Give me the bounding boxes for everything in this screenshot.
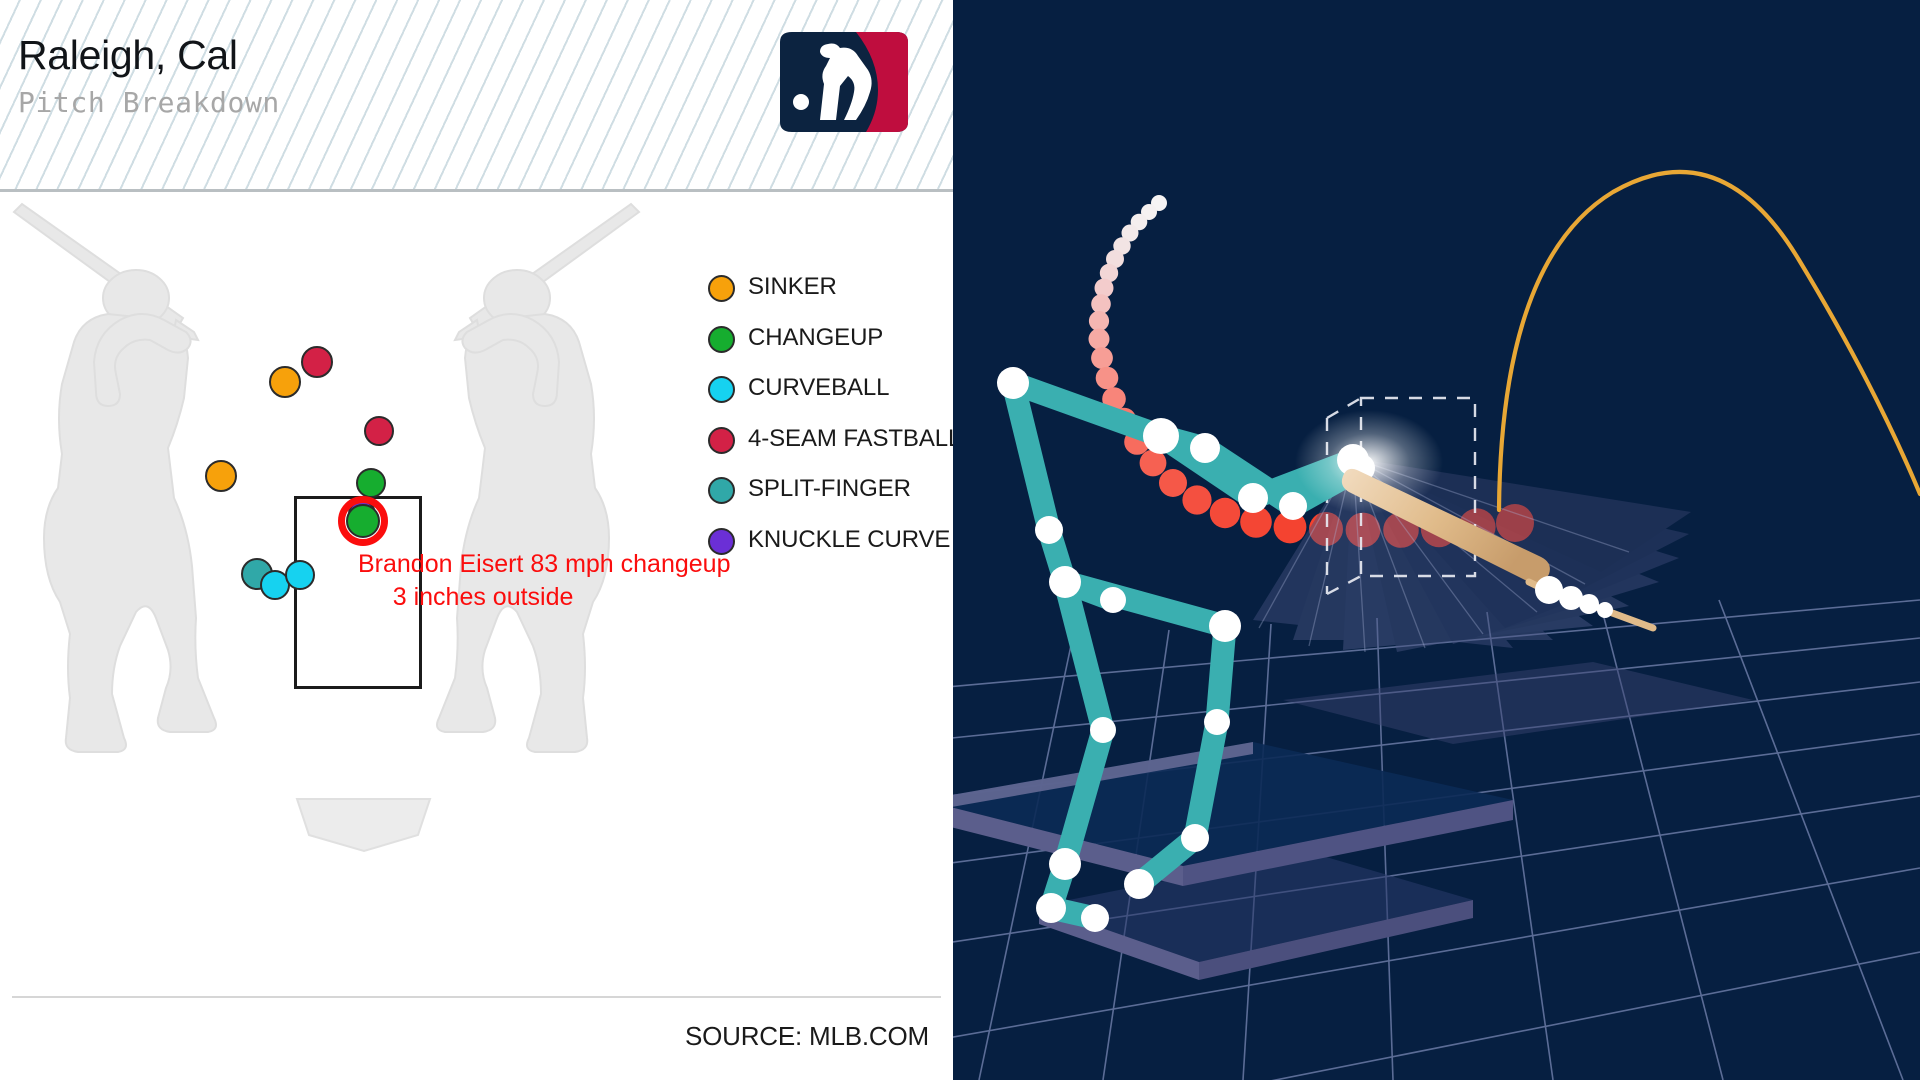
legend-label-split-finger: SPLIT-FINGER — [748, 475, 911, 502]
header-divider — [0, 189, 953, 192]
highlighted-pitch-ring — [338, 496, 388, 546]
batter-silhouette-left — [12, 202, 217, 753]
pitch-marker-sinker-1[interactable] — [269, 366, 301, 398]
header-banner: Raleigh, Cal Pitch Breakdown — [0, 0, 953, 191]
source-label: SOURCE: MLB.COM — [684, 1021, 929, 1051]
batter-silhouette-right — [436, 202, 641, 753]
page-title: Raleigh, Cal — [18, 32, 238, 78]
footer-divider — [12, 996, 941, 998]
home-plate-icon — [295, 798, 432, 853]
pitch-marker-4seam-2[interactable] — [364, 416, 394, 446]
legend-swatch-sinker — [708, 275, 735, 302]
pitch-marker-sinker-2[interactable] — [205, 460, 237, 492]
legend-swatch-split-finger — [708, 477, 735, 504]
legend-swatch-curveball — [708, 376, 735, 403]
contact-glow — [1295, 410, 1443, 514]
left-panel: Raleigh, Cal Pitch Breakdown — [0, 0, 953, 1080]
batters-box-main — [953, 742, 1513, 886]
legend-label-changeup: CHANGEUP — [748, 323, 884, 351]
hands-on-bat — [1535, 576, 1613, 618]
batters-box-far — [1283, 662, 1753, 744]
pitch-marker-curveball-2[interactable] — [285, 560, 315, 590]
page-subtitle: Pitch Breakdown — [18, 86, 280, 119]
legend-swatch-knuckle-curve — [708, 527, 735, 555]
legend-swatch-changeup — [708, 325, 735, 353]
pitch-marker-changeup-1[interactable] — [356, 468, 386, 498]
pitch-marker-4seam-1[interactable] — [301, 346, 333, 378]
legend-label-curveball: CURVEBALL — [748, 374, 890, 401]
batted-ball-trajectory — [1496, 169, 1920, 513]
legend-label-knuckle-curve: KNUCKLE CURVE — [748, 525, 951, 553]
legend-swatch-4seam-fastball — [708, 426, 735, 454]
strike-zone-plot: Brandon Eisert 83 mph changeup 3 inches … — [0, 192, 953, 992]
swing-3d-scene — [953, 169, 1920, 1080]
legend-label-sinker: SINKER — [748, 273, 837, 300]
legend-label-4seam-fastball: 4-SEAM FASTBALL — [748, 424, 953, 452]
swing-visualization-panel — [953, 0, 1920, 1080]
mlb-logo-icon — [780, 32, 908, 132]
pitch-annotation: Brandon Eisert 83 mph changeup 3 inches … — [358, 550, 731, 611]
